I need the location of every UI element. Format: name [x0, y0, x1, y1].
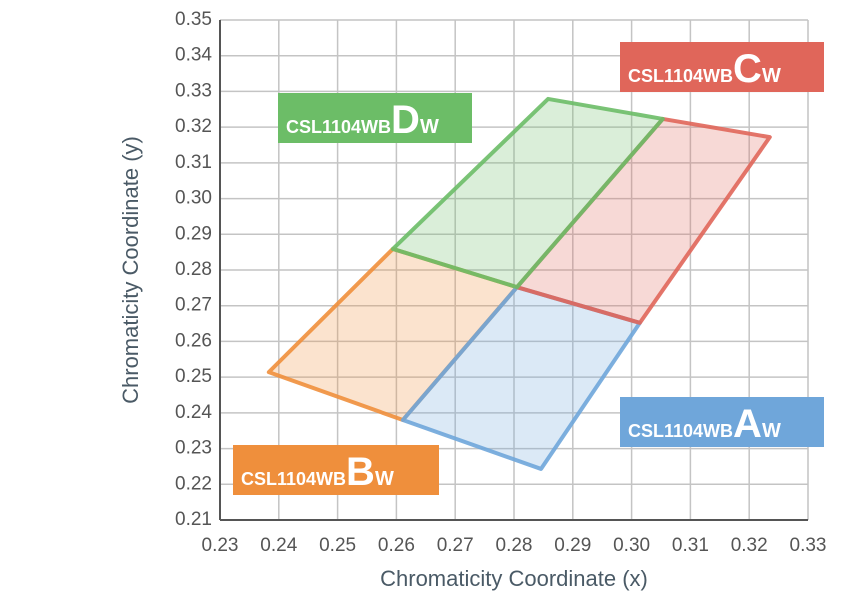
- x-tick-label: 0.29: [554, 535, 591, 556]
- legend-entry: CSL1104WBDW: [278, 93, 472, 143]
- legend-label: CSL1104WBBW: [241, 450, 394, 494]
- legend-suffix: W: [762, 65, 781, 87]
- legend-box: [620, 397, 824, 447]
- x-tick-label: 0.28: [496, 535, 533, 556]
- x-tick-label: 0.26: [378, 535, 415, 556]
- legend-letter: D: [391, 98, 420, 142]
- x-tick-label: 0.27: [437, 535, 474, 556]
- legend-entry: CSL1104WBCW: [620, 42, 824, 92]
- x-tick-label: 0.30: [613, 535, 650, 556]
- y-tick-label: 0.21: [175, 509, 212, 530]
- legend-prefix: CSL1104WB: [628, 66, 733, 86]
- legend-box: [233, 445, 439, 495]
- legend-prefix: CSL1104WB: [241, 469, 346, 489]
- legend-prefix: CSL1104WB: [628, 421, 733, 441]
- legend-suffix: W: [375, 468, 394, 490]
- legend-box: [278, 93, 472, 143]
- bin-region: [390, 96, 665, 290]
- y-tick-label: 0.24: [175, 402, 212, 423]
- y-tick-label: 0.33: [175, 80, 212, 101]
- legend-prefix: CSL1104WB: [286, 117, 391, 137]
- legend-letter: B: [346, 450, 375, 494]
- y-tick-label: 0.22: [175, 473, 212, 494]
- x-tick-label: 0.32: [731, 535, 768, 556]
- legend-letter: A: [733, 402, 762, 446]
- legend-entry: CSL1104WBBW: [233, 445, 439, 495]
- legend-label: CSL1104WBDW: [286, 98, 439, 142]
- legend-label: CSL1104WBAW: [628, 402, 781, 446]
- y-tick-label: 0.34: [175, 45, 212, 66]
- y-tick-label: 0.26: [175, 330, 212, 351]
- legend-label: CSL1104WBCW: [628, 47, 781, 91]
- legend-letter: C: [733, 47, 762, 91]
- x-axis-title: Chromaticity Coordinate (x): [380, 566, 648, 591]
- legend-suffix: W: [762, 420, 781, 442]
- x-tick-label: 0.33: [790, 535, 827, 556]
- y-tick-label: 0.29: [175, 223, 212, 244]
- y-tick-label: 0.35: [175, 9, 212, 30]
- y-tick-label: 0.31: [175, 152, 212, 173]
- legend-box: [620, 42, 824, 92]
- y-tick-label: 0.27: [175, 295, 212, 316]
- x-tick-label: 0.31: [672, 535, 709, 556]
- y-tick-label: 0.30: [175, 188, 212, 209]
- x-tick-label: 0.25: [319, 535, 356, 556]
- y-tick-label: 0.28: [175, 259, 212, 280]
- y-axis-title: Chromaticity Coordinate (y): [118, 136, 143, 404]
- legend-suffix: W: [420, 116, 439, 138]
- y-tick-label: 0.23: [175, 438, 212, 459]
- x-tick-label: 0.24: [260, 535, 297, 556]
- legend-entry: CSL1104WBAW: [620, 397, 824, 447]
- y-tick-label: 0.25: [175, 366, 212, 387]
- y-tick-label: 0.32: [175, 116, 212, 137]
- x-tick-label: 0.23: [202, 535, 239, 556]
